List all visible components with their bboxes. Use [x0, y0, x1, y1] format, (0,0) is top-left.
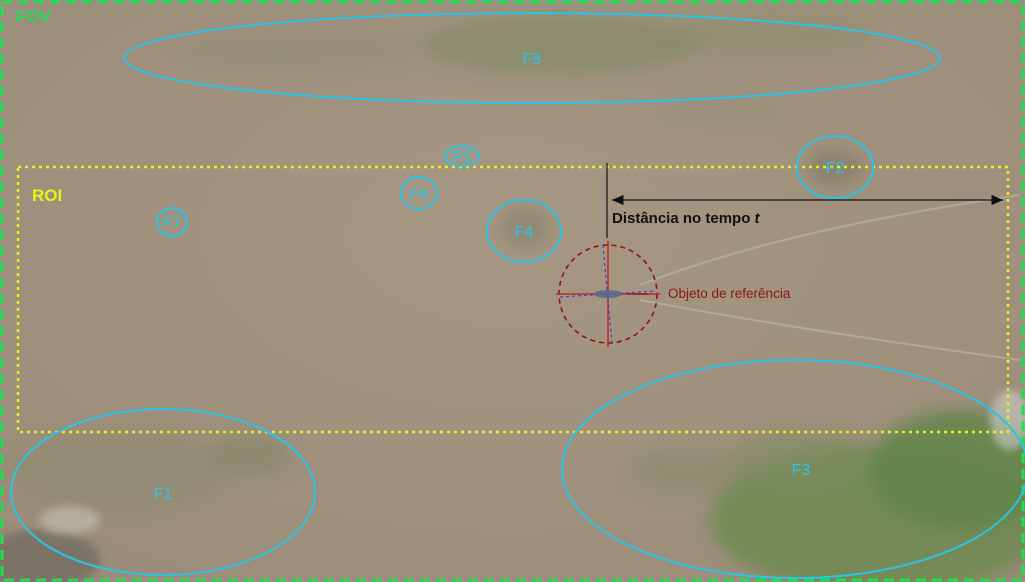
shore-texture — [0, 390, 1025, 582]
distance-measure — [606, 163, 1003, 238]
feature-label-f6: F6 — [410, 186, 429, 203]
feature-label-f5: F5 — [453, 149, 472, 166]
distance-variable: t — [755, 210, 761, 227]
reference-object-label: Objeto de referência — [668, 286, 791, 301]
boat-icon — [594, 290, 622, 298]
distance-label: Distância no tempo t — [612, 210, 761, 227]
reference-object-marker — [556, 241, 660, 347]
feature-ellipses — [10, 12, 1025, 579]
feature-ellipse-f7 — [156, 207, 188, 237]
feature-ellipse-f8 — [123, 12, 941, 104]
roi-frame — [16, 165, 1010, 434]
feature-label-f1: F1 — [154, 486, 173, 503]
feature-label-f2: F2 — [826, 160, 845, 177]
distance-label-text: Distância no tempo — [612, 210, 750, 227]
vegetation-patches — [10, 13, 1025, 582]
fov-label: FOV — [16, 7, 52, 26]
roi-label: ROI — [32, 186, 62, 205]
feature-ellipse-f1 — [10, 408, 316, 576]
feature-label-f3: F3 — [792, 462, 811, 479]
feature-ellipse-f5 — [444, 145, 480, 167]
feature-label-f7: F7 — [163, 215, 182, 232]
feature-ellipse-f6 — [400, 176, 438, 210]
feature-label-f4: F4 — [515, 224, 534, 241]
feature-label-f8: F8 — [523, 51, 542, 68]
feature-ellipse-f3 — [561, 359, 1025, 579]
feature-ellipse-f4 — [486, 199, 562, 263]
